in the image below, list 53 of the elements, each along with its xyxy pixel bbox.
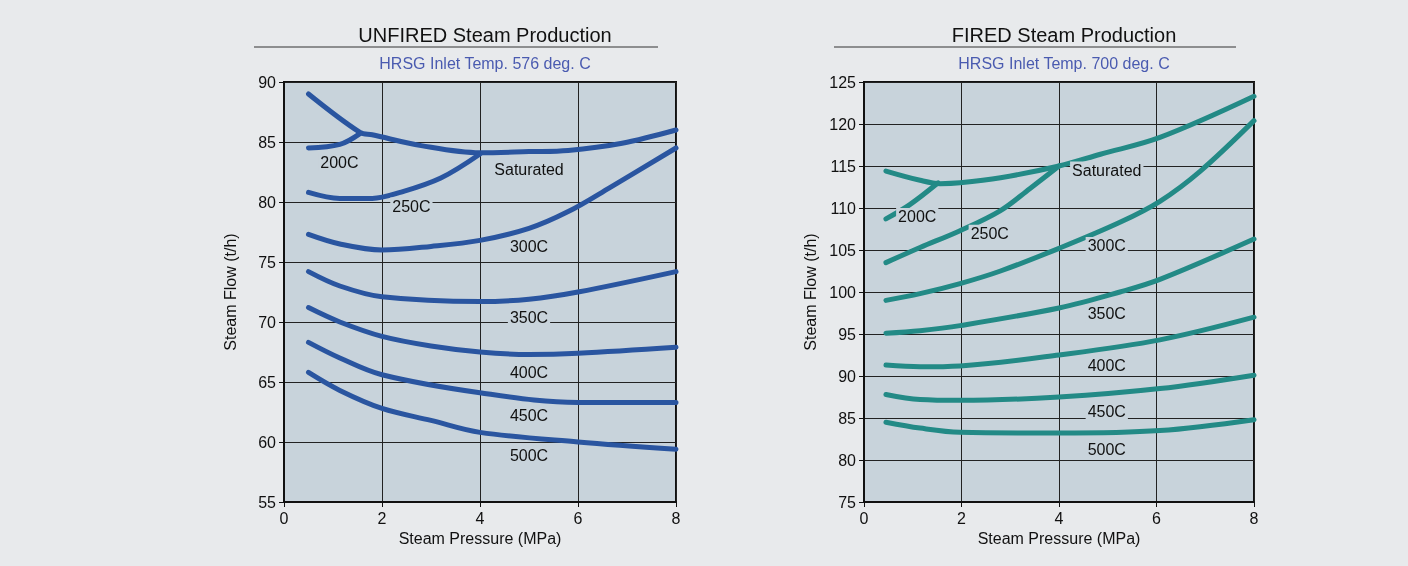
y-tick-label: 110 [830, 199, 857, 217]
y-tick-label: 55 [258, 493, 277, 511]
series-label: 200C [898, 208, 937, 226]
y-tick-label: 90 [258, 73, 277, 91]
y-tick-label: 85 [838, 409, 857, 427]
y-tick-label: 80 [258, 193, 277, 211]
series-label: 400C [1087, 357, 1126, 375]
x-axis-title: Steam Pressure (MPa) [977, 530, 1141, 548]
y-tick-label: 105 [829, 241, 857, 259]
x-tick-label: 2 [957, 509, 967, 527]
y-tick-label: 70 [258, 313, 277, 331]
chart-subtitle: HRSG Inlet Temp. 576 deg. C [379, 54, 591, 72]
series-label: 500C [1087, 441, 1126, 459]
series-label: 350C [509, 308, 549, 326]
y-tick-label: 65 [258, 373, 277, 391]
y-axis-title: Steam Flow (t/h) [221, 233, 239, 351]
series-label: Saturated [1072, 161, 1142, 179]
x-tick-label: 4 [1054, 509, 1064, 527]
y-tick-label: 60 [258, 433, 277, 451]
y-tick-label: 85 [258, 133, 277, 151]
chart-subtitle: HRSG Inlet Temp. 700 deg. C [958, 54, 1170, 72]
chart-title: FIRED Steam Production [951, 24, 1177, 46]
y-tick-label: 90 [838, 367, 857, 385]
x-tick-label: 8 [671, 509, 681, 527]
series-label: 300C [509, 237, 549, 255]
x-tick-label: 2 [377, 509, 387, 527]
y-axis-title: Steam Flow (t/h) [801, 233, 819, 351]
series-label: Saturated [494, 161, 564, 179]
series-label: 450C [509, 407, 549, 425]
series-label: 500C [509, 446, 549, 464]
chart-title: UNFIRED Steam Production [358, 24, 612, 46]
series-label: 450C [1087, 402, 1126, 420]
series-label: 200C [320, 153, 359, 171]
y-tick-label: 80 [838, 451, 857, 469]
y-tick-label: 75 [258, 253, 277, 271]
series-label: 250C [970, 225, 1009, 243]
series-label: 400C [509, 363, 549, 381]
x-tick-label: 6 [1152, 509, 1162, 527]
x-tick-label: 0 [859, 509, 869, 527]
x-tick-label: 6 [573, 509, 583, 527]
y-tick-label: 95 [838, 325, 857, 343]
x-axis-title: Steam Pressure (MPa) [398, 530, 562, 548]
series-label: 350C [1087, 304, 1126, 322]
y-tick-label: 115 [830, 157, 857, 175]
x-tick-label: 4 [475, 509, 485, 527]
y-tick-label: 125 [829, 73, 857, 91]
y-tick-label: 120 [829, 115, 857, 133]
x-tick-label: 0 [279, 509, 289, 527]
y-tick-label: 75 [838, 493, 857, 511]
series-label: 300C [1087, 237, 1126, 255]
y-tick-label: 100 [829, 283, 857, 301]
series-label: 250C [392, 197, 431, 215]
x-tick-label: 8 [1249, 509, 1259, 527]
